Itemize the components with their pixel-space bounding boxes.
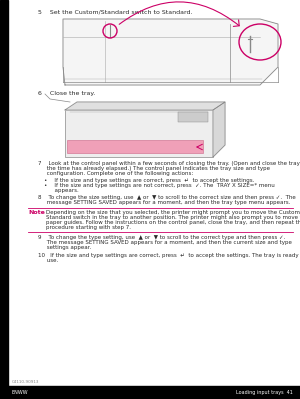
FancyArrowPatch shape xyxy=(119,2,239,26)
Text: Note: Note xyxy=(28,209,45,215)
Polygon shape xyxy=(213,102,225,157)
Text: •    If the size and type settings are correct, press  ↵  to accept the settings: • If the size and type settings are corr… xyxy=(44,178,254,183)
Text: 7    Look at the control panel within a few seconds of closing the tray. (Open a: 7 Look at the control panel within a few… xyxy=(38,161,300,166)
Bar xyxy=(67,140,203,153)
Text: 10   If the size and type settings are correct, press  ↵  to accept the settings: 10 If the size and type settings are cor… xyxy=(38,253,300,257)
Text: configuration. Complete one of the following actions:: configuration. Complete one of the follo… xyxy=(38,172,193,176)
Text: Standard switch in the tray to another position. The printer might also prompt y: Standard switch in the tray to another p… xyxy=(46,215,300,220)
Text: C4110-90913: C4110-90913 xyxy=(12,380,40,384)
Text: ENWW: ENWW xyxy=(12,390,28,395)
Text: 8    To change the size setting, use  ▲ or  ▼ to scroll to the correct size and : 8 To change the size setting, use ▲ or ▼… xyxy=(38,195,296,200)
Text: paper guides. Follow the instructions on the control panel, close the tray, and : paper guides. Follow the instructions on… xyxy=(46,220,300,225)
Text: The message SETTING SAVED appears for a moment, and then the current size and ty: The message SETTING SAVED appears for a … xyxy=(38,240,292,245)
Text: procedure starting with step 7.: procedure starting with step 7. xyxy=(46,225,131,230)
Text: settings appear.: settings appear. xyxy=(38,245,91,250)
Text: use.: use. xyxy=(38,258,58,263)
Text: appears.: appears. xyxy=(44,188,79,194)
Text: Depending on the size that you selected, the printer might prompt you to move th: Depending on the size that you selected,… xyxy=(46,209,300,215)
Polygon shape xyxy=(63,19,278,85)
Polygon shape xyxy=(65,102,225,110)
Bar xyxy=(178,112,208,122)
Bar xyxy=(0,0,8,386)
Text: Loading input trays  41: Loading input trays 41 xyxy=(236,390,293,395)
Text: •    If the size and type settings are not correct, press  ✓. The  TRAY X SIZE=*: • If the size and type settings are not … xyxy=(44,183,275,188)
Text: the time has already elapsed.) The control panel indicates the tray size and typ: the time has already elapsed.) The contr… xyxy=(38,166,270,171)
Text: 6    Close the tray.: 6 Close the tray. xyxy=(38,91,95,96)
Bar xyxy=(65,110,213,157)
Bar xyxy=(0,386,300,399)
Text: message SETTING SAVED appears for a moment, and then the tray type menu appears.: message SETTING SAVED appears for a mome… xyxy=(38,200,290,205)
Text: 9    To change the type setting, use  ▲ or  ▼ to scroll to the correct type and : 9 To change the type setting, use ▲ or ▼… xyxy=(38,235,285,240)
Text: 5    Set the Custom/Standard switch to Standard.: 5 Set the Custom/Standard switch to Stan… xyxy=(38,9,193,14)
